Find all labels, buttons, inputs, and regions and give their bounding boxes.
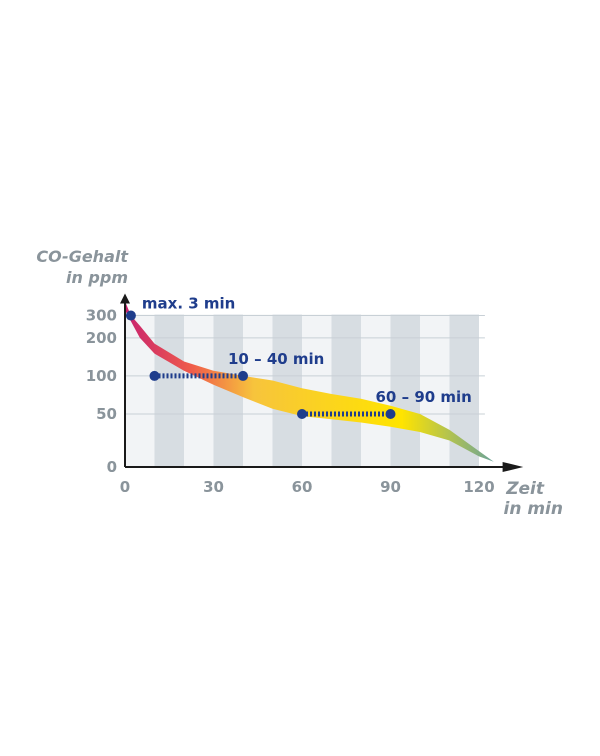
- y-tick-label: 0: [107, 458, 117, 476]
- co-band-area: [125, 301, 494, 462]
- y-axis-arrow: [120, 293, 130, 304]
- x-tick-label: 90: [380, 478, 401, 496]
- annotation-label: 60 – 90 min: [376, 388, 472, 406]
- background-band: [331, 314, 361, 467]
- background-band: [184, 314, 214, 467]
- x-tick-label: 30: [203, 478, 224, 496]
- background-band: [154, 314, 184, 467]
- annotation-label: max. 3 min: [142, 295, 235, 313]
- background-band: [390, 314, 420, 467]
- marker-point: [385, 409, 396, 419]
- tick-labels: 0 30 60 90 120 0 50 100 200 300: [86, 307, 495, 496]
- x-tick-label: 120: [463, 478, 494, 496]
- y-tick-label: 50: [96, 405, 117, 423]
- axes: [120, 293, 524, 472]
- marker-point: [149, 370, 160, 381]
- background-band: [420, 314, 450, 467]
- y-tick-label: 300: [86, 307, 117, 325]
- x-tick-label: 0: [120, 478, 130, 496]
- y-tick-label: 200: [86, 329, 117, 347]
- y-axis-title-line2: in ppm: [66, 268, 128, 287]
- background-band: [361, 314, 391, 467]
- marker-point: [297, 409, 307, 419]
- marker-point: [238, 370, 248, 381]
- y-axis-title-line1: CO-Gehalt: [36, 247, 129, 266]
- annotation-label: 10 – 40 min: [228, 350, 324, 368]
- annotations: max. 3 min 10 – 40 min 60 – 90 min: [125, 295, 472, 419]
- y-tick-label: 100: [86, 367, 117, 385]
- marker-point: [125, 310, 136, 321]
- x-axis-arrow: [502, 462, 524, 472]
- x-axis-title-line1: Zeit: [505, 479, 545, 499]
- x-tick-label: 60: [292, 478, 313, 496]
- x-axis-title-line2: in min: [504, 499, 564, 519]
